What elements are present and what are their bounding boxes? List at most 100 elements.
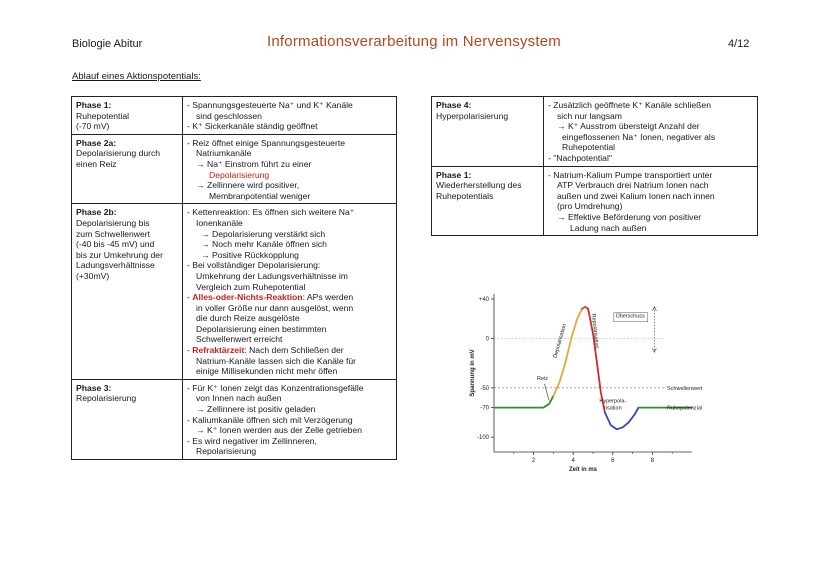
detail-line: → Zellinnere ist positiv geladen <box>196 404 316 415</box>
phase-description: (+30mV) <box>76 270 110 281</box>
depolarisation-label: Depolarisation <box>553 323 568 358</box>
y-tick-label: 0 <box>486 336 490 342</box>
phase-description: (-40 bis -45 mV) und <box>76 239 155 250</box>
detail-line: - Alles-oder-Nichts-Reaktion: APs werden <box>187 292 392 303</box>
arrow-head-down <box>652 348 657 353</box>
y-tick-label: +40 <box>479 297 490 303</box>
detail-line: Ionenkanäle <box>196 217 243 228</box>
detail-rest: : Nach dem Schließen der <box>244 345 344 356</box>
ruhepotenzial-label: Ruhepotenzial <box>667 406 702 412</box>
detail-line: - Für K⁺ Ionen zeigt das Konzentrationsg… <box>187 382 364 393</box>
detail-line: → Positive Rückkopplung <box>201 249 299 260</box>
phase-row: Phase 2a: Depolarisierung durch einen Reiz… <box>71 133 397 205</box>
x-tick-label: 4 <box>572 458 576 464</box>
series-hyperpolarisation <box>603 406 640 431</box>
detail-prefix: - <box>187 345 193 356</box>
y-axis-label: Spannung in mV <box>470 349 476 396</box>
phase-label-cell: Phase 2a: Depolarisierung durch einen Reiz <box>71 133 183 205</box>
chart-axes: +40 0 -50 -70 -100 2 4 6 8 Zeit in ms Spannung in … <box>470 294 692 473</box>
phase-details-cell: - Reiz öffnet einige Spannungsgesteuerte… <box>182 133 397 205</box>
phase-name: Phase 1: <box>76 100 112 110</box>
detail-line: Ruhepotential <box>562 142 616 153</box>
phase-description: Hyperpolarisierung <box>436 110 509 121</box>
phase-label-cell: Phase 4: Hyperpolarisierung <box>431 96 544 167</box>
detail-line: - "Nachpotential" <box>548 152 612 163</box>
detail-line: - Reiz öffnet einige Spannungsgesteuerte <box>187 137 345 148</box>
hyperpolarisation-label-2: risation <box>604 406 622 412</box>
detail-line: ATP Verbrauch drei Natrium Ionen nach <box>557 180 709 191</box>
phase-details-cell: - Für K⁺ Ionen zeigt das Konzentrationsg… <box>182 378 397 461</box>
phase-table-right: Phase 4: Hyperpolarisierung - Zusätzlich g… <box>431 96 758 237</box>
phase-label-cell: Phase 3: Repolarisierung <box>71 378 183 461</box>
phase-name: Phase 2a: <box>76 137 117 148</box>
detail-line: Natrium-Kanäle lassen sich die Kanäle fü… <box>196 355 357 366</box>
detail-line: → K⁺ Ausstrom übersteigt Anzahl der <box>557 121 700 132</box>
chart-series <box>493 305 693 431</box>
phase-name: Phase 3: <box>76 382 112 393</box>
phase-label-cell: Phase 2b: Depolarisierung bis zum Schwelle… <box>71 203 183 380</box>
detail-prefix: - <box>187 292 193 303</box>
x-tick-label: 2 <box>532 458 536 464</box>
detail-line: sind geschlossen <box>196 110 262 121</box>
reiz-arrow <box>544 383 550 401</box>
phase-description: Ruhepotentials <box>436 190 494 201</box>
ueberschuss-box <box>613 312 649 323</box>
page-title: Informationsverarbeitung im Nervensystem <box>267 33 561 50</box>
detail-line: Depolarisierung <box>209 169 270 180</box>
detail-line: Umkehrung der Ladungsverhältnisse im <box>196 270 348 281</box>
phase-label-cell: Phase 1: Wiederherstellung des Ruhepotenti… <box>431 165 544 237</box>
schwellenwert-label: Schwellenwert <box>667 386 703 392</box>
detail-line: eingeflossenen Na⁺ Ionen, negativer als <box>562 131 716 142</box>
series-depolarisation <box>552 307 583 397</box>
phase-table-right-body: Phase 4: Hyperpolarisierung - Zusätzlich g… <box>431 96 758 237</box>
detail-line: → Depolarisierung verstärkt sich <box>201 228 326 239</box>
detail-line: Depolarisierung einen bestimmten <box>196 323 327 334</box>
section-subtitle: Ablauf eines Aktionspotentials: <box>72 71 201 82</box>
detail-line: von Innen nach außen <box>196 393 282 404</box>
series-stimulus <box>542 394 555 409</box>
detail-line: in voller Größe nur dann ausgelöst, wenn <box>196 302 354 313</box>
phase-description: Repolarisierung <box>76 393 137 404</box>
detail-line: - Refraktärzeit: Nach dem Schließen der <box>187 345 392 356</box>
y-tick-label: -70 <box>480 406 489 412</box>
phase-row: Phase 4: Hyperpolarisierung - Zusätzlich g… <box>431 96 758 167</box>
phase-description: Wiederherstellung des <box>436 180 522 191</box>
arrow-head-up <box>652 306 657 311</box>
phase-details-cell: - Spannungsgesteuerte Na⁺ und K⁺ Kanäle s… <box>182 96 397 135</box>
detail-line: - Es wird negativer im Zellinneren, <box>187 435 317 446</box>
detail-line: einige Millisekunden nicht mehr öffen <box>196 366 338 377</box>
detail-line: → K⁺ Ionen werden aus der Zelle getriebe… <box>196 425 363 436</box>
phase-description: Depolarisierung durch <box>76 148 161 159</box>
hyperpolarisation-label-1: Hyperpola- <box>599 399 626 405</box>
detail-line: Ladung nach außen <box>570 222 647 233</box>
phase-details-cell: - Zusätzlich geöffnete K⁺ Kanäle schließ… <box>543 96 758 167</box>
ueberschuss-label: Überschuss <box>616 313 645 320</box>
phase-row: Phase 1: Wiederherstellung des Ruhepotenti… <box>431 165 758 237</box>
series-peak <box>581 305 590 310</box>
chart-refs <box>494 338 665 389</box>
reiz-label: Reiz <box>537 376 548 382</box>
key-term: Refraktärzeit <box>192 345 245 356</box>
detail-line: Natriumkanäle <box>196 148 252 159</box>
phase-row: Phase 2b: Depolarisierung bis zum Schwelle… <box>71 203 397 380</box>
phase-table-left-body: Phase 1: Ruhepotential (-70 mV) - Spannungs… <box>71 96 397 461</box>
phase-name: Phase 1: <box>436 169 472 180</box>
y-tick-label: -50 <box>480 386 489 392</box>
detail-line: Repolarisierung <box>196 446 257 457</box>
detail-line: außen und zwei Kalium Ionen nach innen <box>557 190 715 201</box>
detail-line: Schwellenwert erreicht <box>196 334 283 345</box>
detail-line: - K⁺ Sickerkanäle ständig geöffnet <box>187 121 318 132</box>
phase-description: einen Reiz <box>76 158 117 169</box>
phase-table-left: Phase 1: Ruhepotential (-70 mV) - Spannungs… <box>71 96 397 461</box>
page-number: 4/12 <box>728 38 750 50</box>
detail-line: - Bei vollständiger Depolarisierung: <box>187 260 321 271</box>
phase-details-cell: - Kettenreaktion: Es öffnen sich weitere… <box>182 203 397 380</box>
detail-line: Membranpotential weniger <box>209 190 311 201</box>
detail-line: Vergleich zum Ruhepotential <box>196 281 306 292</box>
x-tick-label: 6 <box>611 458 615 464</box>
x-tick-label: 8 <box>651 458 655 464</box>
detail-line: - Kaliumkanäle öffnen sich mit Verzögeru… <box>187 414 353 425</box>
action-potential-chart: +40 0 -50 -70 -100 2 4 6 8 Zeit in ms Spannung in … <box>470 294 703 473</box>
phase-label-cell: Phase 1: Ruhepotential (-70 mV) <box>71 96 183 135</box>
header-subject: Biologie Abitur <box>72 38 143 50</box>
